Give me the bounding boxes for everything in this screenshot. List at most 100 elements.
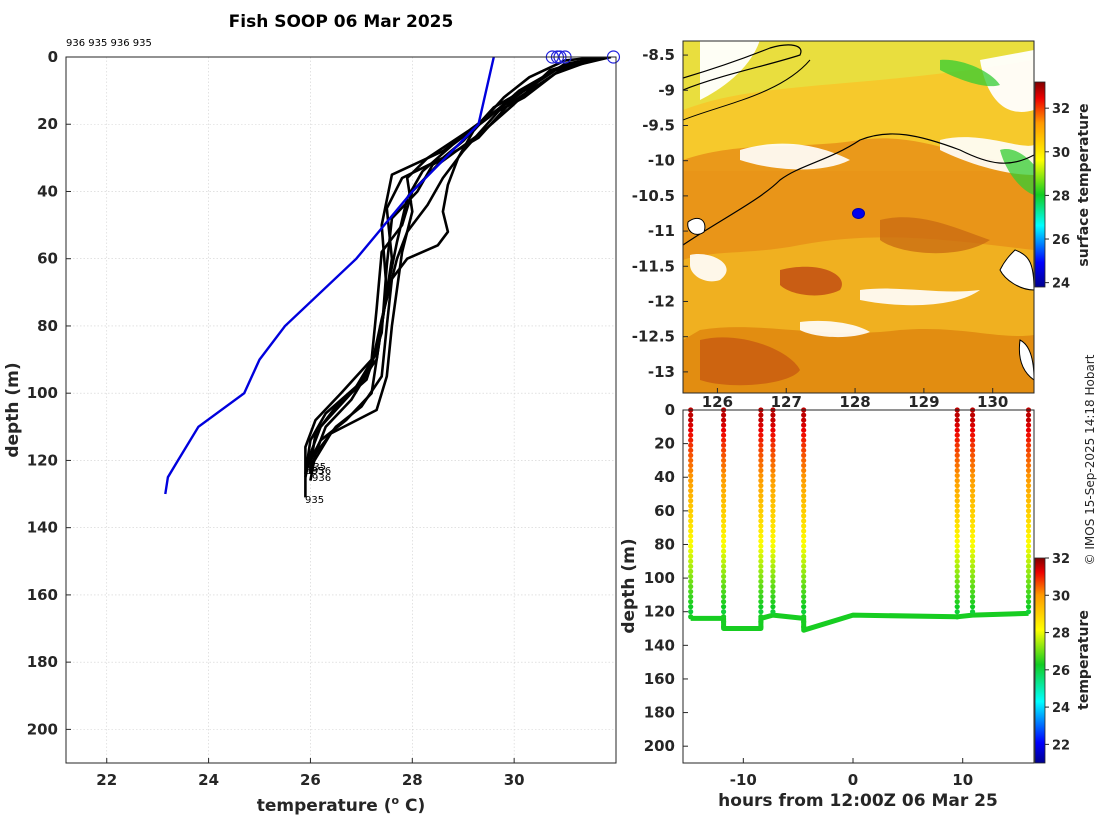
- cast-sample-point: [954, 558, 960, 564]
- landmass: [1018, 339, 1034, 381]
- cast-sample-point: [720, 452, 727, 458]
- cast-sample-point: [954, 488, 960, 494]
- map-y-tick-label: -8.5: [642, 46, 675, 64]
- landmass: [999, 249, 1034, 291]
- cast-sample-point: [801, 604, 807, 610]
- cast-sample-point: [770, 488, 776, 494]
- cast-sample-point: [770, 462, 776, 469]
- cast-sample-point: [1025, 604, 1032, 610]
- cast-id-label: 935: [305, 466, 324, 477]
- cast-sample-point: [758, 432, 764, 438]
- cast-sample-point: [688, 457, 694, 464]
- cast-sample-point: [720, 548, 727, 554]
- cast-sample-point: [1025, 599, 1032, 605]
- cast-sample-point: [720, 508, 727, 514]
- cast-sample-point: [688, 503, 694, 509]
- cast-sample-point: [969, 593, 976, 600]
- cast-sample-point: [688, 417, 694, 423]
- cast-sample-point: [954, 508, 960, 514]
- map-y-tick-label: -11: [648, 222, 675, 240]
- cast-sample-point: [1025, 472, 1032, 479]
- cast-sample-point: [720, 503, 727, 509]
- cast-sample-point: [770, 508, 776, 514]
- cast-sample-point: [801, 538, 807, 544]
- cast-sample-point: [969, 604, 976, 610]
- cast-sample-point: [758, 568, 764, 574]
- map-x-ticks: 126 127 128 129 130: [702, 388, 1008, 411]
- map-x-tick-label: 130: [977, 393, 1008, 411]
- cast-sample-point: [1025, 447, 1032, 453]
- cast-sample-point: [1025, 609, 1032, 615]
- section-x-tick-label: 0: [848, 771, 858, 789]
- cast-sample-point: [758, 467, 764, 474]
- temperature-colorbar-tick-label: 24: [1052, 701, 1070, 716]
- cast-sample-point: [770, 417, 776, 423]
- temperature-profile-line: [304, 57, 607, 475]
- cast-sample-point: [688, 558, 694, 564]
- x-tick-label: 24: [198, 771, 219, 789]
- cast-sample-point: [720, 498, 727, 504]
- cast-sample-point: [688, 533, 694, 539]
- x-tick-label: 26: [300, 771, 321, 789]
- temperature-colorbar-tick-label: 26: [1052, 664, 1070, 679]
- cast-sample-point: [969, 599, 976, 605]
- chart-title: Fish SOOP 06 Mar 2025: [229, 12, 454, 32]
- cast-sample-point: [758, 548, 764, 554]
- cast-sample-point: [770, 457, 776, 464]
- map-y-tick-label: -12.5: [632, 328, 675, 346]
- sst-hot-patch: [880, 217, 990, 254]
- cast-sample-point: [688, 422, 694, 428]
- cast-sample-point: [770, 503, 776, 509]
- cast-sample-point: [801, 583, 807, 590]
- cast-sample-point: [954, 457, 960, 464]
- cast-sample-point: [801, 488, 807, 494]
- cast-sample-point: [801, 432, 807, 438]
- section-y-tick-label: 80: [654, 535, 675, 553]
- cast-sample-point: [688, 442, 694, 448]
- cast-sample-point: [770, 412, 776, 418]
- section-x-axis-label: hours from 12:00Z 06 Mar 25: [718, 791, 998, 811]
- cast-sample-point: [770, 553, 776, 559]
- map-y-tick-label: -10.5: [632, 187, 675, 205]
- cast-sample-point: [969, 493, 976, 499]
- section-y-tick-label: 60: [654, 502, 675, 520]
- cast-sample-point: [758, 563, 764, 569]
- cast-sample-point: [801, 462, 807, 469]
- cast-sample-point: [954, 498, 960, 504]
- cast-sample-point: [758, 493, 764, 499]
- cast-sample-point: [770, 452, 776, 458]
- section-y-tick-label: 200: [644, 737, 675, 755]
- y-tick-label: 20: [37, 115, 58, 133]
- cast-id-label: 936: [312, 473, 331, 484]
- cast-sample-point: [969, 498, 976, 504]
- section-x-ticks: -10 0 10: [730, 758, 973, 789]
- cast-sample-point: [688, 483, 694, 489]
- cast-sample-point: [758, 488, 764, 494]
- cast-sample-point: [758, 483, 764, 489]
- cast-sample-point: [954, 427, 960, 433]
- left-x-axis-label: temperature (o C): [257, 794, 426, 816]
- sst-hot-patch: [780, 266, 842, 296]
- cast-sample-point: [969, 503, 976, 509]
- cast-sample-point: [801, 472, 807, 479]
- section-y-axis-label: depth (m): [619, 538, 639, 633]
- cast-sample-point: [1025, 573, 1032, 580]
- cast-sample-point: [801, 467, 807, 474]
- cast-sample-point: [688, 437, 694, 443]
- cast-sample-point: [969, 518, 976, 524]
- cast-sample-point: [758, 513, 764, 519]
- cast-sample-point: [758, 543, 764, 549]
- cast-sample-point: [954, 528, 960, 534]
- cast-sample-point: [1025, 457, 1032, 464]
- cast-sample-point: [720, 523, 727, 529]
- cast-sample-point: [770, 432, 776, 438]
- cast-sample-point: [954, 503, 960, 509]
- cast-sample-point: [758, 553, 764, 559]
- cast-sample-point: [688, 548, 694, 554]
- cast-sample-point: [770, 543, 776, 549]
- cast-sample-point: [969, 583, 976, 590]
- map-y-tick-label: -9.5: [642, 116, 675, 134]
- cast-sample-point: [1025, 462, 1032, 469]
- cast-sample-point: [720, 563, 727, 569]
- cast-sample-point: [954, 442, 960, 448]
